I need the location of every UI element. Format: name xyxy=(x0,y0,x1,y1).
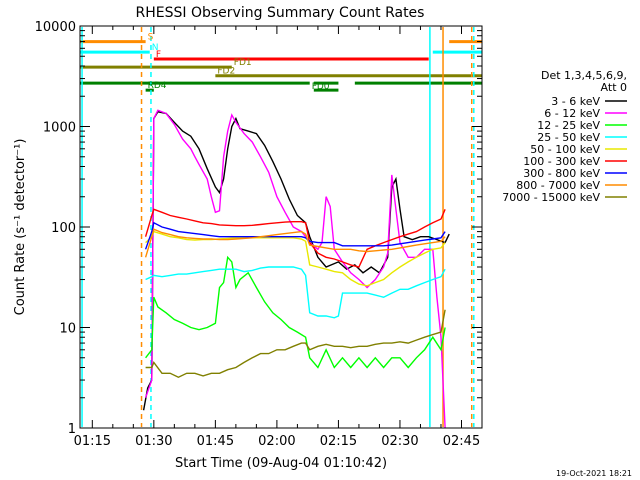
flag-label-n: N xyxy=(152,43,159,53)
x-tick-label: 02:45 xyxy=(443,434,480,449)
x-tick-label: 02:30 xyxy=(381,434,418,449)
legend-title: Att 0 xyxy=(601,81,627,94)
legend-label: 800 - 7000 keV xyxy=(516,179,600,192)
y-tick-label: 1000 xyxy=(43,121,76,136)
x-tick-label: 01:45 xyxy=(197,434,234,449)
y-tick-label: 100 xyxy=(51,221,76,236)
x-tick-label: 01:30 xyxy=(135,434,172,449)
series-line xyxy=(145,266,446,319)
y-tick-label: 10 xyxy=(59,322,76,337)
flag-label-fd2: FD2 xyxy=(217,67,235,77)
flag-label-fd0: FD0 xyxy=(312,82,330,92)
series-line xyxy=(144,221,446,250)
x-tick-label: 02:15 xyxy=(320,434,357,449)
legend-label: 12 - 25 keV xyxy=(537,119,600,132)
flag-label-s: S xyxy=(148,33,154,43)
legend-title: Det 1,3,4,5,6,9, xyxy=(541,69,627,82)
legend-label: 6 - 12 keV xyxy=(544,107,600,120)
chart-title: RHESSI Observing Summary Count Rates xyxy=(136,5,425,21)
x-axis-label: Start Time (09-Aug-04 01:10:42) xyxy=(175,456,387,471)
series-line xyxy=(145,309,446,378)
legend-label: 3 - 6 keV xyxy=(551,95,600,108)
footer-timestamp: 19-Oct-2021 18:21 xyxy=(556,469,632,478)
series-line xyxy=(144,228,446,258)
flag-label-fd1: FD1 xyxy=(234,58,252,68)
series-lines xyxy=(142,109,450,428)
legend-label: 100 - 300 keV xyxy=(523,155,600,168)
plot-frame xyxy=(79,25,483,429)
series-line xyxy=(145,255,446,369)
axes: 01:15 01:30 01:45 02:00 02:15 02:30 02:45 1 10 10… xyxy=(35,20,482,449)
x-tick-label: 01:15 xyxy=(74,434,111,449)
y-axis-label: Count Rate (s⁻¹ detector⁻¹) xyxy=(13,139,28,316)
series-line xyxy=(142,111,450,411)
series-line xyxy=(145,230,446,287)
legend-label: 300 - 800 keV xyxy=(523,167,600,180)
legend-label: 50 - 100 keV xyxy=(530,143,600,156)
legend-label: 25 - 50 keV xyxy=(537,131,600,144)
flag-label-f: F xyxy=(156,50,161,60)
legend-label: 7000 - 15000 keV xyxy=(502,191,600,204)
vertical-markers xyxy=(81,27,475,427)
y-tick-label: 10000 xyxy=(35,20,76,35)
x-tick-label: 02:00 xyxy=(258,434,295,449)
series-line xyxy=(144,208,446,268)
flag-bars xyxy=(80,40,482,92)
flag-label-rd4: RD4 xyxy=(148,81,167,91)
y-tick-label: 1 xyxy=(68,422,76,437)
series-line xyxy=(144,109,446,428)
